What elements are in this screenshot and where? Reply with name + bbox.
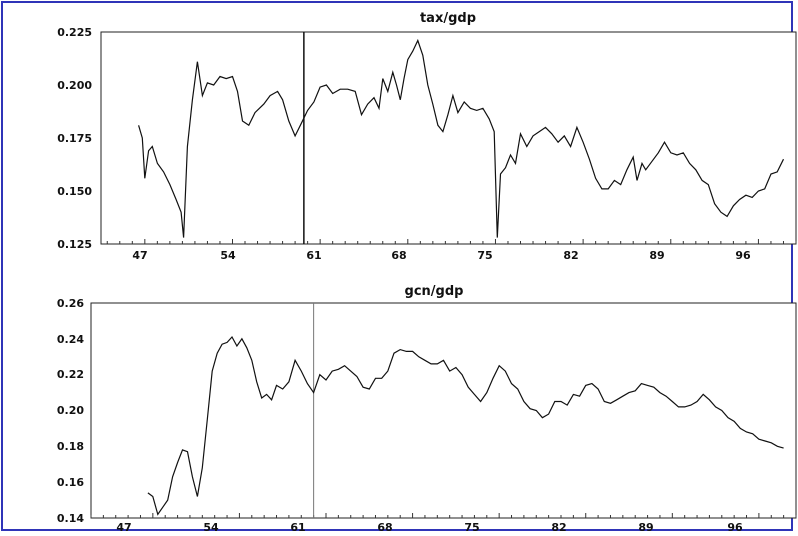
y-tick-label: 0.22 bbox=[57, 368, 84, 381]
x-minor-ticks-tax-gdp bbox=[106, 239, 797, 244]
x-tick-label: 82 bbox=[563, 249, 578, 262]
x-tick-label: 68 bbox=[377, 521, 392, 534]
y-tick-label: 0.26 bbox=[57, 297, 84, 310]
x-axis-gcn-gdp: 47 54 61 68 75 82 89 96 bbox=[116, 521, 743, 534]
y-tick-label: 0.16 bbox=[57, 476, 84, 489]
y-axis-gcn-gdp: 0.26 0.24 0.22 0.20 0.18 0.16 0.14 bbox=[57, 297, 84, 525]
y-axis-tax-gdp: 0.225 0.200 0.175 0.150 0.125 bbox=[57, 26, 92, 251]
x-tick-label: 54 bbox=[203, 521, 219, 534]
x-tick-label: 89 bbox=[638, 521, 653, 534]
x-tick-label: 68 bbox=[391, 249, 406, 262]
plot-area-tax-gdp bbox=[100, 31, 797, 245]
x-tick-label: 75 bbox=[477, 249, 492, 262]
x-tick-label: 47 bbox=[116, 521, 131, 534]
plot-area-gcn-gdp bbox=[90, 302, 797, 519]
y-tick-label: 0.200 bbox=[57, 79, 92, 92]
series-line-tax-gdp bbox=[138, 38, 785, 238]
y-tick-label: 0.225 bbox=[57, 26, 92, 39]
panel-tax-gdp: tax/gdp 0.225 0.200 0.175 0.150 0.125 47… bbox=[57, 11, 797, 262]
y-tick-label: 0.14 bbox=[57, 512, 84, 525]
y-tick-label: 0.20 bbox=[57, 404, 84, 417]
x-tick-label: 96 bbox=[727, 521, 743, 534]
x-tick-label: 89 bbox=[649, 249, 664, 262]
x-tick-label: 47 bbox=[132, 249, 147, 262]
series-line-gcn-gdp bbox=[147, 335, 784, 516]
x-minor-ticks-gcn-gdp bbox=[90, 513, 797, 518]
y-tick-label: 0.150 bbox=[57, 185, 92, 198]
y-tick-label: 0.18 bbox=[57, 440, 84, 453]
x-axis-tax-gdp: 47 54 61 68 75 82 89 96 bbox=[132, 249, 751, 262]
y-tick-label: 0.175 bbox=[57, 132, 92, 145]
y-tick-label: 0.125 bbox=[57, 238, 92, 251]
x-tick-label: 82 bbox=[551, 521, 566, 534]
y-tick-label: 0.24 bbox=[57, 333, 84, 346]
x-tick-label: 96 bbox=[735, 249, 751, 262]
x-tick-label: 61 bbox=[306, 249, 321, 262]
x-tick-label: 61 bbox=[290, 521, 305, 534]
x-tick-label: 75 bbox=[464, 521, 479, 534]
panel-gcn-gdp: gcn/gdp 0.26 0.24 0.22 0.20 0.18 0.16 0.… bbox=[57, 284, 797, 534]
chart-title-gcn-gdp: gcn/gdp bbox=[405, 284, 464, 299]
chart-title-tax-gdp: tax/gdp bbox=[420, 11, 476, 26]
x-tick-label: 54 bbox=[220, 249, 236, 262]
